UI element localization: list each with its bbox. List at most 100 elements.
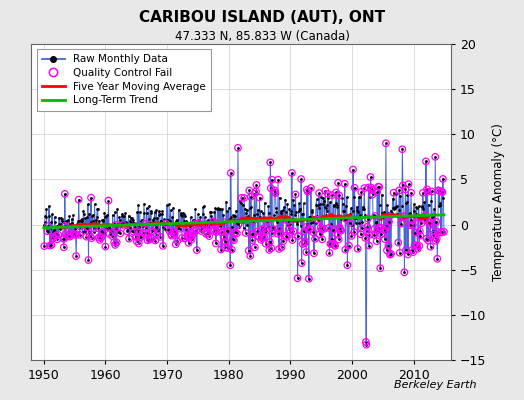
Point (346, 211, 355, 218)
Point (298, 260, 306, 266)
Point (311, 220, 320, 226)
Point (342, 203, 350, 209)
Point (368, 187, 376, 194)
Point (313, 216, 322, 223)
Point (70, 231, 78, 238)
Point (267, 185, 275, 192)
Point (97, 234, 105, 241)
Point (395, 187, 403, 194)
Point (433, 229, 442, 235)
Point (140, 210, 149, 216)
Point (128, 215, 136, 221)
Point (119, 222, 127, 228)
Point (160, 216, 169, 222)
Point (103, 212, 112, 218)
Point (145, 203, 154, 210)
Point (52, 223, 61, 229)
Point (216, 206, 225, 212)
Point (57, 214, 66, 221)
Point (322, 205, 330, 211)
Point (92, 220, 100, 226)
Point (264, 203, 272, 210)
Point (214, 227, 223, 234)
Point (190, 228, 198, 234)
Point (268, 176, 276, 183)
Point (167, 231, 176, 238)
Point (268, 230, 277, 236)
Point (350, 229, 358, 235)
Point (107, 228, 116, 235)
Point (435, 188, 443, 194)
Point (288, 170, 296, 176)
Point (323, 208, 331, 214)
Point (41, 213, 49, 220)
Point (355, 194, 363, 200)
Point (310, 250, 318, 256)
Point (342, 216, 351, 222)
Point (413, 246, 422, 252)
Point (67, 221, 75, 228)
Point (393, 211, 401, 218)
Point (399, 182, 407, 189)
Point (44, 229, 52, 235)
Point (261, 225, 269, 232)
Point (204, 222, 213, 229)
Point (138, 216, 146, 223)
Point (50, 234, 58, 240)
Point (194, 220, 203, 227)
Point (141, 230, 150, 236)
Point (238, 217, 246, 224)
Point (278, 217, 286, 223)
Point (221, 238, 229, 244)
Point (89, 212, 97, 218)
Point (350, 194, 358, 200)
Point (420, 212, 428, 218)
Point (209, 218, 217, 225)
Point (411, 210, 420, 217)
Point (235, 224, 244, 230)
Point (364, 215, 372, 222)
Point (238, 217, 246, 224)
Point (249, 231, 258, 237)
Point (136, 208, 144, 215)
Point (65, 232, 73, 238)
Point (262, 228, 270, 234)
Point (145, 216, 153, 222)
Point (324, 191, 332, 197)
Point (249, 218, 257, 224)
Point (311, 236, 319, 242)
Point (183, 228, 191, 235)
Point (261, 240, 270, 247)
Point (182, 218, 190, 224)
Point (222, 239, 230, 246)
Point (269, 226, 277, 232)
Point (45, 213, 53, 219)
Point (418, 204, 426, 211)
Point (87, 194, 95, 201)
Point (121, 210, 129, 216)
Point (247, 194, 255, 200)
Point (250, 212, 258, 218)
Point (309, 219, 317, 225)
Point (362, 339, 370, 345)
Point (272, 205, 280, 212)
Point (135, 224, 144, 230)
Point (54, 220, 63, 227)
Point (121, 220, 129, 226)
Point (236, 215, 245, 222)
Point (274, 176, 282, 183)
Point (83, 224, 92, 231)
Point (173, 238, 181, 244)
Point (427, 197, 435, 204)
Point (358, 204, 367, 210)
Point (231, 229, 239, 236)
Point (217, 246, 225, 253)
Point (176, 226, 184, 232)
Point (309, 229, 318, 236)
Point (219, 212, 227, 218)
Point (133, 209, 141, 215)
Point (363, 228, 371, 234)
Point (97, 229, 106, 235)
Point (54, 232, 62, 238)
Point (190, 228, 198, 234)
